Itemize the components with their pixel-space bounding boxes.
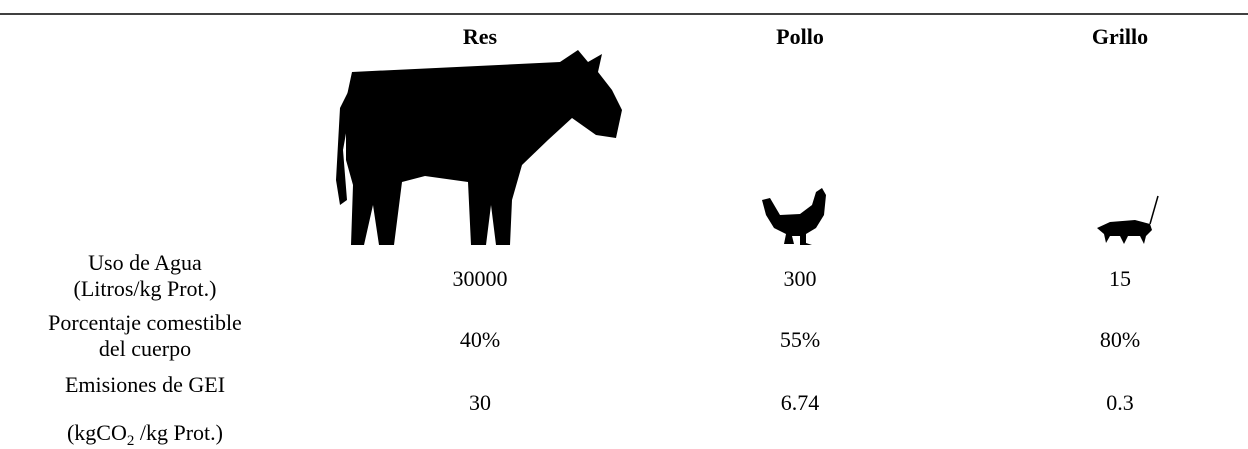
row-label: Uso de Agua: [88, 250, 202, 275]
row-label-part: /kg Prot.): [134, 420, 223, 445]
chicken-silhouette: [762, 188, 826, 245]
row-label: (kgCO2 /kg Prot.): [67, 420, 223, 449]
row-label: Emisiones de GEI: [65, 372, 225, 397]
cell-value: 6.74: [781, 390, 820, 415]
cricket-silhouette: [1097, 195, 1159, 244]
cell-value: 0.3: [1106, 390, 1134, 415]
row-label: Porcentaje comestible: [48, 310, 242, 335]
cell-value: 300: [784, 266, 817, 291]
cell-value: 15: [1109, 266, 1131, 291]
cow-silhouette: [336, 50, 622, 245]
column-header: Pollo: [776, 24, 824, 49]
row-label: del cuerpo: [99, 336, 191, 361]
subscript: 2: [127, 433, 135, 449]
cell-value: 55%: [780, 327, 820, 352]
cell-value: 30: [469, 390, 491, 415]
row-label-part: (kgCO: [67, 420, 127, 445]
cell-value: 80%: [1100, 327, 1140, 352]
column-header: Res: [463, 24, 498, 49]
row-label: (Litros/kg Prot.): [74, 276, 217, 301]
cell-value: 40%: [460, 327, 500, 352]
column-header: Grillo: [1092, 24, 1148, 49]
cell-value: 30000: [453, 266, 508, 291]
